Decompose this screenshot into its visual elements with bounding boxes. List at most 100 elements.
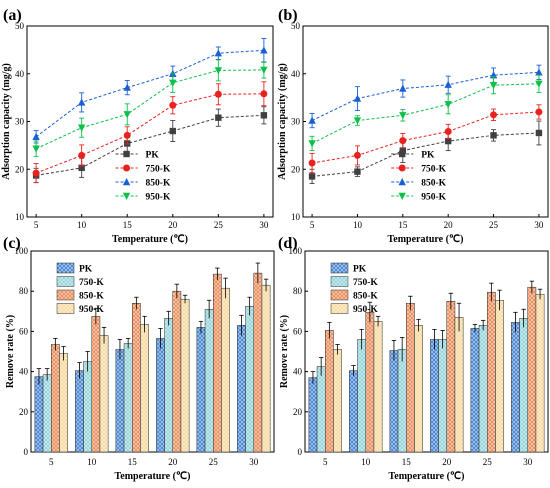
x-tick-label: 15 (402, 457, 412, 467)
y-tick-label: 60 (293, 326, 303, 336)
y-tick-label: 100 (289, 246, 303, 256)
data-point (308, 140, 316, 148)
legend-marker (398, 164, 406, 172)
x-tick-label: 5 (49, 457, 54, 467)
data-point (444, 80, 452, 88)
bar (527, 286, 537, 453)
bar (132, 303, 141, 453)
legend-marker (398, 178, 406, 186)
bar (196, 327, 206, 453)
x-tick-label: 15 (128, 457, 138, 467)
series-750-K (32, 81, 268, 184)
bar (115, 349, 125, 453)
bar (365, 312, 375, 453)
data-point (214, 67, 223, 75)
bar (83, 361, 93, 453)
data-point (535, 129, 543, 137)
x-tick-label: 30 (534, 220, 544, 230)
legend-label: 950-K (353, 305, 378, 315)
x-tick-label: 25 (214, 220, 224, 230)
data-point (78, 164, 85, 172)
x-tick-label: 25 (489, 220, 499, 230)
x-tick-label: 5 (310, 220, 315, 230)
x-tick-label: 5 (323, 457, 328, 467)
y-tick-label: 30 (15, 117, 25, 127)
data-point (444, 128, 452, 136)
data-point (490, 111, 498, 119)
panel-label: (a) (3, 7, 22, 24)
x-tick-label: 30 (259, 220, 269, 230)
bar (204, 309, 214, 453)
series-950-K (59, 277, 271, 453)
series-line (311, 83, 539, 144)
y-tick-label: 30 (291, 117, 301, 127)
panel-b: (b) 10 20 30 40 50 Adsorption capacity (mg/g) T… (277, 7, 549, 245)
data-point (77, 98, 86, 106)
legend-swatch (330, 303, 349, 314)
bar (470, 328, 480, 453)
series-line (35, 93, 264, 174)
bar (237, 325, 246, 453)
series-850-K (325, 280, 537, 453)
data-point (32, 145, 40, 153)
data-point (123, 111, 131, 119)
legend-marker (398, 192, 406, 200)
bar (487, 291, 496, 453)
data-point (354, 168, 361, 175)
series-line (35, 69, 264, 150)
x-tick-label: 15 (123, 220, 133, 230)
data-point (123, 131, 131, 139)
data-point (444, 137, 452, 145)
y-tick-label: 40 (293, 367, 303, 377)
bar (535, 293, 545, 453)
data-point (490, 132, 497, 139)
bar (406, 303, 415, 453)
data-point (308, 116, 316, 124)
series-line (311, 71, 539, 121)
bar (373, 321, 383, 453)
legend-label: 850-K (421, 179, 446, 189)
bar (349, 370, 358, 453)
y-tick-label: 60 (19, 326, 29, 336)
series-850-K (51, 262, 263, 453)
bar (357, 339, 366, 453)
legend-marker (122, 192, 131, 200)
series-PK (308, 311, 520, 453)
legend-marker (123, 150, 130, 158)
bar (140, 324, 149, 453)
panel-label: (d) (278, 235, 298, 252)
bar (397, 349, 407, 453)
series-850-K (308, 64, 543, 129)
legend-swatch (56, 262, 75, 274)
series-950-K (308, 74, 543, 152)
bar (454, 317, 464, 453)
x-tick-label: 10 (353, 220, 363, 230)
y-axis-label: Remove rate (%) (5, 315, 16, 388)
bar (245, 306, 255, 453)
data-point (353, 94, 362, 102)
bar (213, 273, 222, 453)
y-tick-label: 40 (19, 367, 29, 377)
legend-marker (399, 150, 406, 158)
data-point (353, 117, 362, 125)
series-750-K (308, 104, 543, 174)
bar (308, 377, 318, 453)
data-point (260, 46, 268, 54)
data-point (215, 114, 222, 121)
plot-frame (30, 250, 275, 453)
y-tick-label: 50 (15, 21, 25, 31)
bar (51, 344, 60, 453)
legend-label: 950-K (146, 193, 171, 203)
bar (389, 350, 399, 453)
x-tick-label: 20 (442, 457, 452, 467)
legend-label: 850-K (79, 292, 104, 302)
legend-swatch (330, 289, 349, 301)
data-point (308, 159, 316, 167)
bar (333, 349, 342, 453)
data-point (32, 132, 40, 140)
bar (172, 290, 182, 453)
panel-c: (c) 0 20 40 60 80 100 Remove rate (%) Temperatur… (3, 235, 275, 482)
legend: PK 750-K 850-K 950-K (56, 262, 104, 315)
legend-label: 750-K (421, 165, 446, 175)
bar (75, 370, 84, 453)
